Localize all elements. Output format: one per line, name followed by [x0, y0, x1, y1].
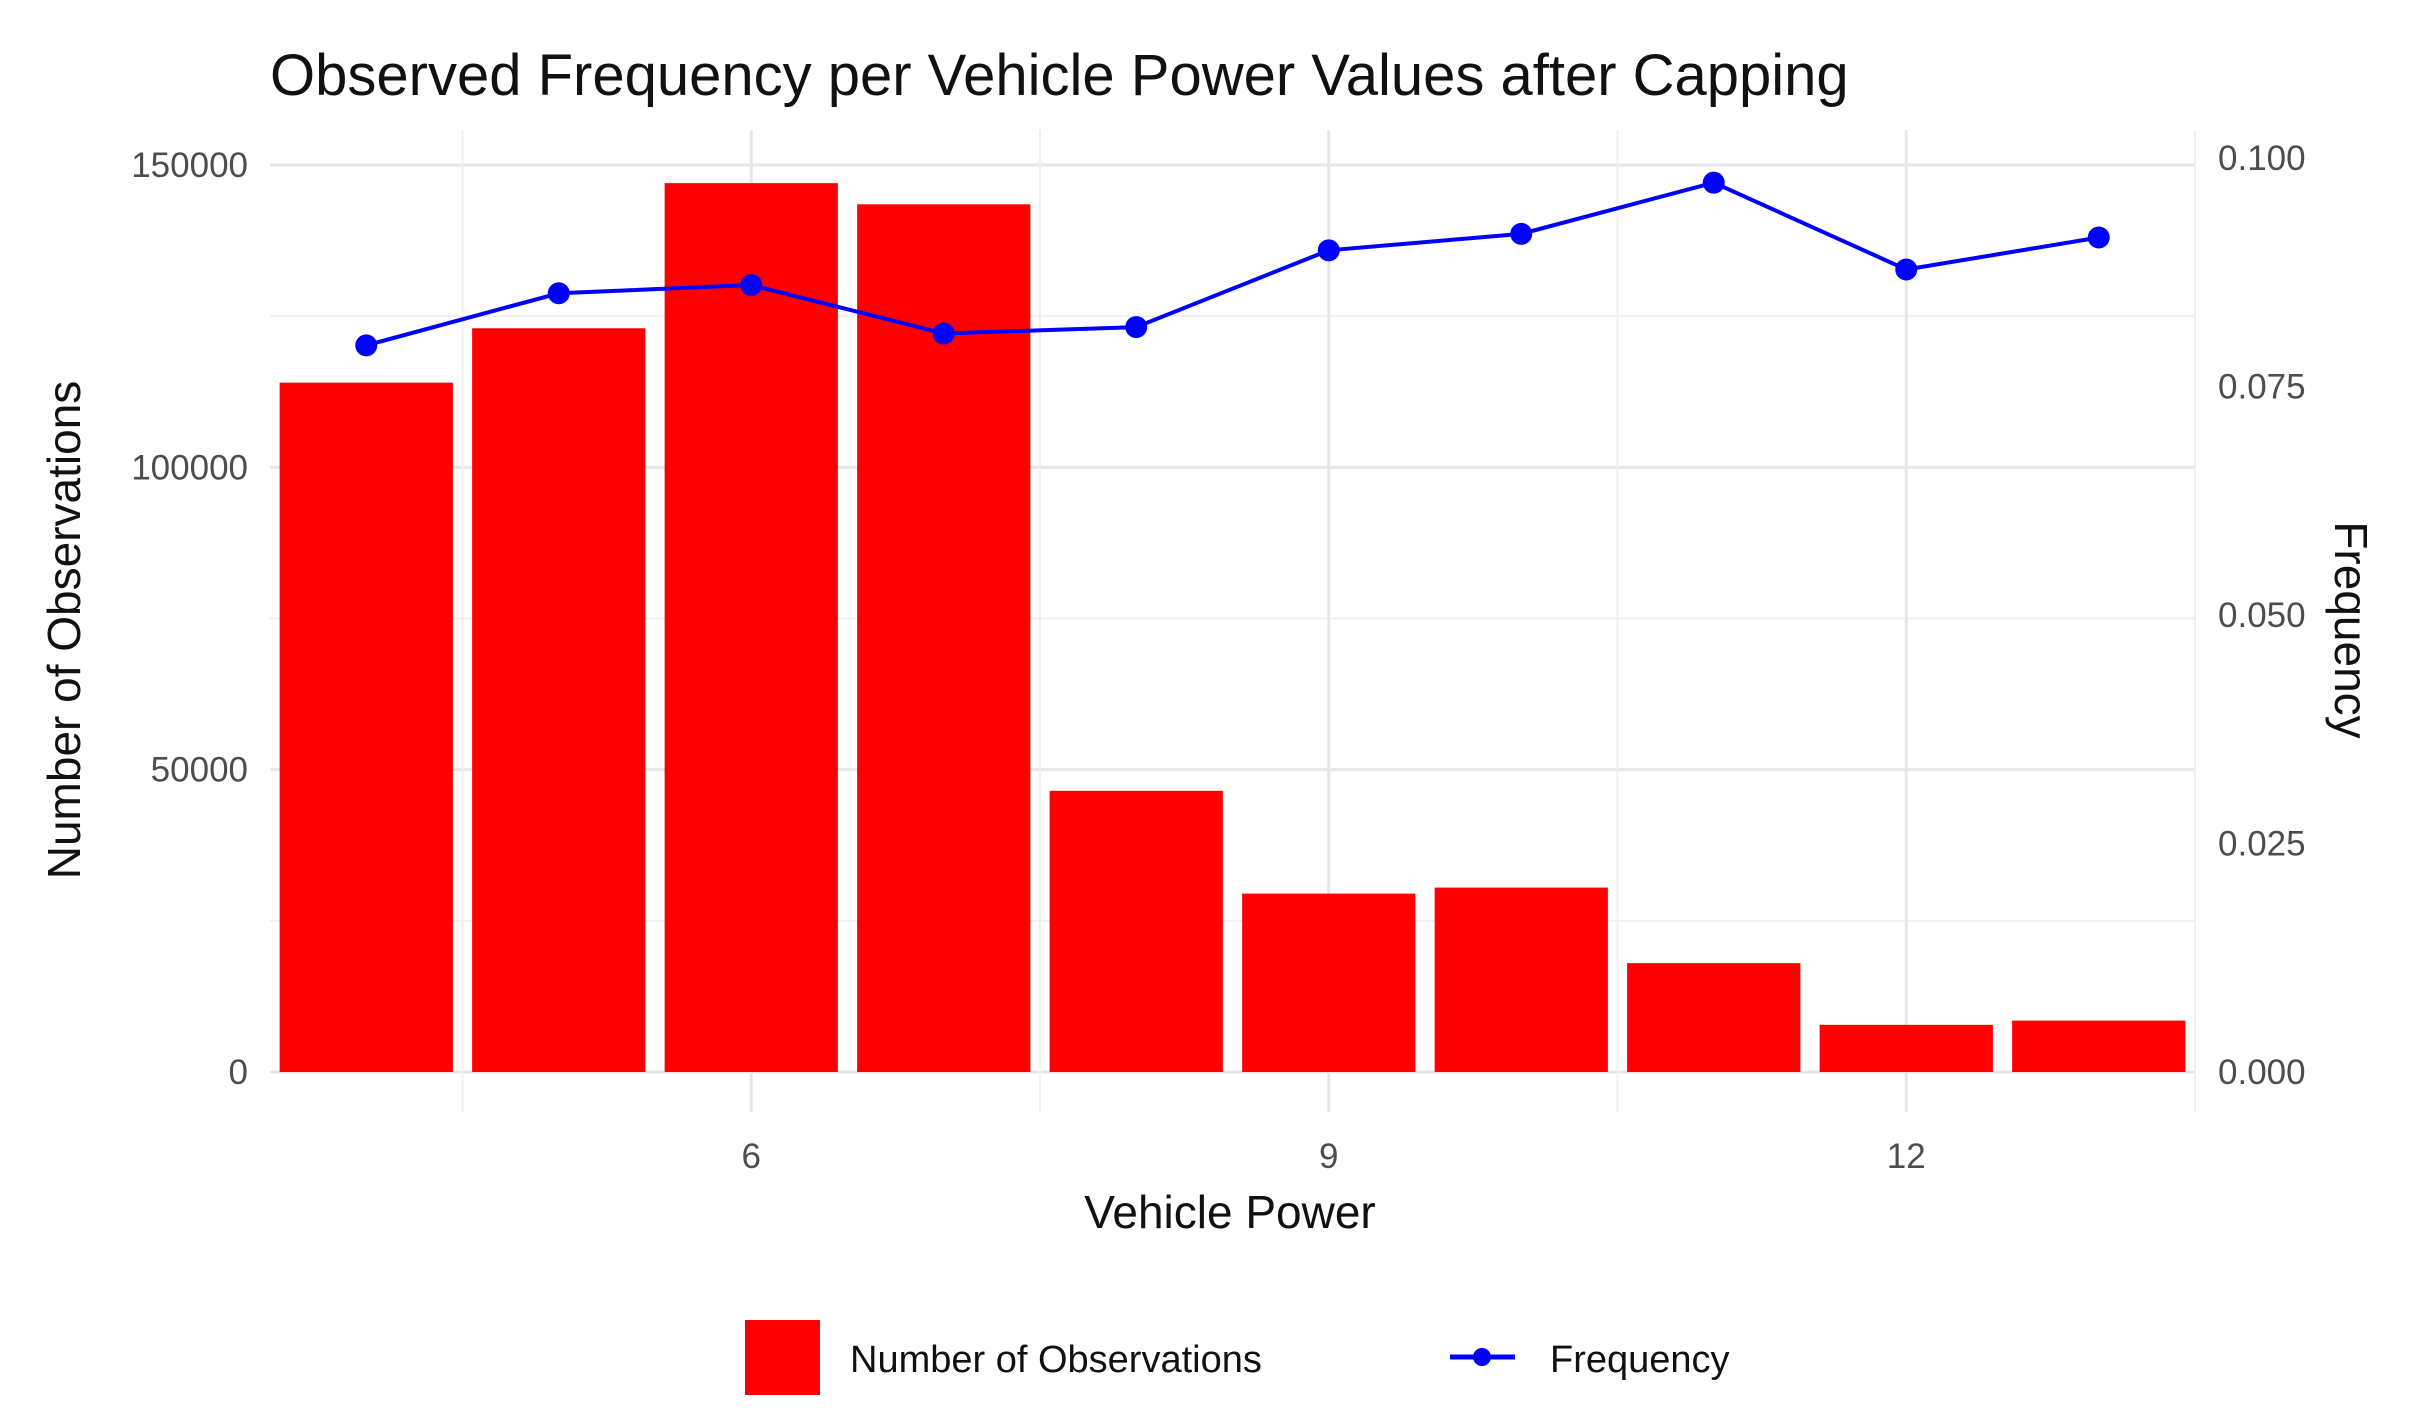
bar	[279, 382, 453, 1072]
y-tick-label: 100000	[131, 448, 248, 487]
y2-axis-title: Frequency	[2325, 521, 2377, 738]
legend-bar-swatch	[745, 1320, 820, 1395]
y-axis-ticks: 0 50000 100000 150000	[131, 146, 248, 1092]
y-tick-label: 50000	[151, 751, 248, 790]
frequency-point	[932, 322, 955, 345]
line-series	[355, 171, 2110, 357]
y2-tick-label: 0.000	[2218, 1053, 2306, 1092]
chart-title: Observed Frequency per Vehicle Power Val…	[270, 43, 1849, 108]
bar	[2012, 1020, 2186, 1072]
bar	[1627, 963, 1801, 1072]
bar-series	[279, 183, 2186, 1072]
x-axis-ticks: 6 9 12	[742, 1137, 1926, 1176]
bar	[472, 328, 646, 1072]
bar	[857, 204, 1031, 1072]
frequency-point	[740, 274, 763, 297]
y-tick-label: 150000	[131, 146, 248, 185]
y2-tick-label: 0.050	[2218, 596, 2306, 635]
bar	[1434, 887, 1608, 1072]
bar	[664, 183, 838, 1072]
y2-axis-ticks: 0.000 0.025 0.050 0.075 0.100	[2218, 139, 2306, 1092]
x-tick-label: 9	[1319, 1137, 1338, 1176]
legend: Number of Observations Frequency	[745, 1320, 1730, 1395]
x-tick-label: 12	[1887, 1137, 1926, 1176]
frequency-line	[365, 180, 2100, 348]
x-tick-label: 6	[742, 1137, 761, 1176]
legend-bar-label: Number of Observations	[850, 1339, 1262, 1381]
bar	[1819, 1024, 1993, 1072]
frequency-point	[355, 334, 378, 357]
frequency-point	[1125, 316, 1148, 339]
y-axis-title: Number of Observations	[38, 381, 90, 880]
bar	[1242, 893, 1416, 1072]
legend-line-marker	[1473, 1348, 1491, 1366]
y2-tick-label: 0.075	[2218, 368, 2306, 407]
x-axis-title: Vehicle Power	[1084, 1186, 1376, 1238]
y-tick-label: 0	[229, 1053, 248, 1092]
frequency-point	[2087, 226, 2110, 249]
y2-tick-label: 0.100	[2218, 139, 2306, 178]
frequency-point	[1702, 171, 1725, 194]
frequency-point	[547, 282, 570, 305]
frequency-point	[1317, 239, 1340, 262]
frequency-point	[1510, 222, 1533, 245]
legend-line-label: Frequency	[1550, 1339, 1730, 1381]
bar	[1049, 790, 1223, 1072]
frequency-point	[1895, 258, 1918, 281]
y2-tick-label: 0.025	[2218, 825, 2306, 864]
